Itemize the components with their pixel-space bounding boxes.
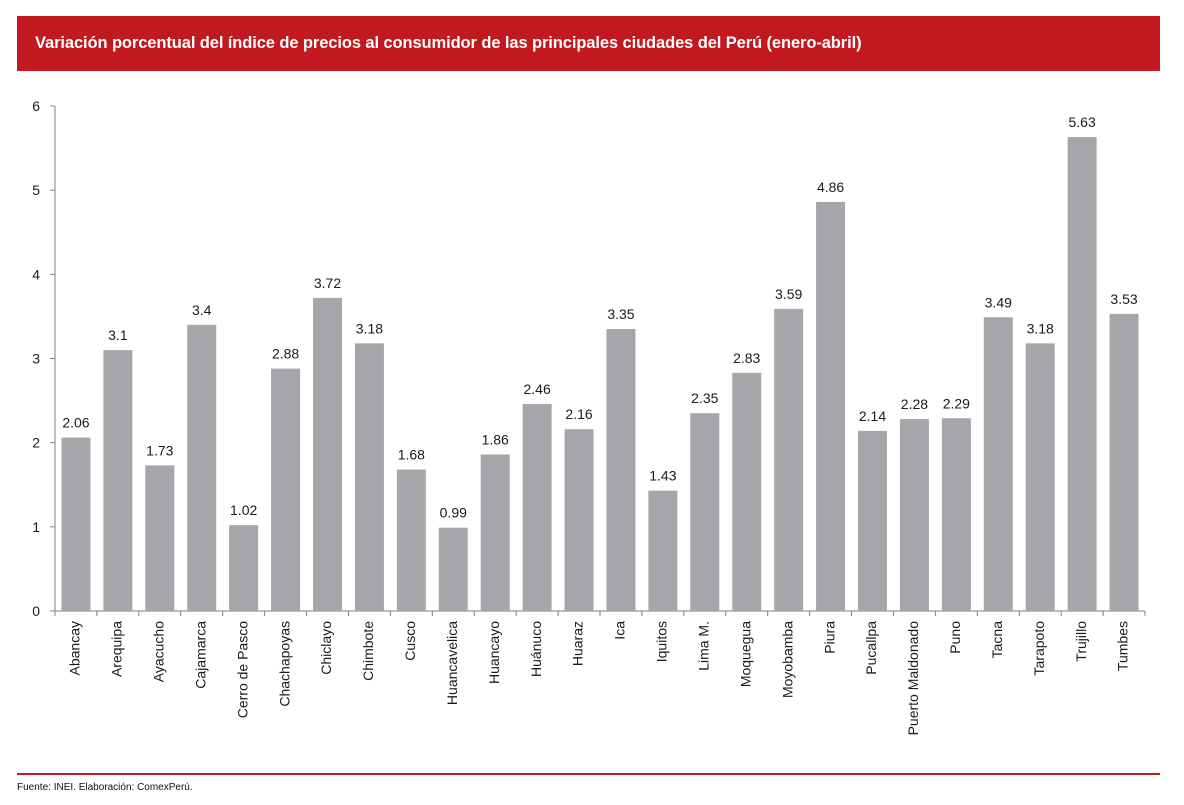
chart-title: Variación porcentual del índice de preci… [35, 34, 862, 52]
bar-iquitos [648, 490, 678, 611]
bar-huánuco [522, 403, 552, 611]
data-label: 1.02 [230, 502, 257, 518]
bar-chachapoyas [271, 368, 301, 611]
bar-chiclayo [313, 297, 342, 611]
x-tick-label: Chachapoyas [276, 621, 292, 707]
data-label: 3.18 [356, 320, 383, 336]
x-tick-label: Cajamarca [192, 621, 208, 689]
data-label: 1.68 [398, 447, 425, 463]
data-label: 3.35 [607, 306, 634, 322]
x-tick-label: Cusco [402, 621, 418, 661]
bar-chimbote [354, 343, 384, 611]
y-tick-label: 4 [32, 266, 40, 282]
bar-trujillo [1067, 137, 1097, 611]
bar-abancay [61, 437, 91, 611]
data-label: 0.99 [440, 505, 467, 521]
bar-cerro-de-pasco [229, 525, 259, 611]
x-tick-label: Huaraz [570, 621, 586, 666]
title-bar: Variación porcentual del índice de preci… [17, 16, 1160, 71]
data-label: 3.49 [985, 294, 1012, 310]
bar-ica [606, 329, 636, 611]
x-tick-label: Chiclayo [318, 621, 334, 675]
data-label: 2.88 [272, 346, 299, 362]
y-tick-label: 3 [32, 351, 40, 367]
x-tick-label: Puno [947, 621, 963, 654]
x-tick-label: Huancavelica [444, 621, 460, 705]
x-tick-label: Abancay [67, 621, 83, 675]
data-label: 3.59 [775, 286, 802, 302]
bar-piura [816, 201, 846, 611]
bar-huancayo [480, 454, 510, 611]
data-label: 3.18 [1027, 320, 1054, 336]
bar-huancavelica [438, 527, 468, 611]
x-tick-label: Moquegua [737, 621, 753, 687]
x-tick-label: Iquitos [654, 621, 670, 662]
data-label: 4.86 [817, 179, 844, 195]
bar-huaraz [564, 429, 594, 611]
bar-puerto-maldonado [899, 419, 929, 611]
bar-ayacucho [145, 465, 175, 611]
data-label: 2.35 [691, 390, 718, 406]
bar-moquegua [732, 372, 762, 611]
x-tick-label: Puerto Maldonado [905, 621, 921, 736]
data-label: 2.28 [901, 396, 928, 412]
bar-moyobamba [774, 308, 804, 611]
x-tick-label: Lima M. [696, 621, 712, 671]
data-label: 2.16 [565, 406, 592, 422]
y-tick-label: 6 [32, 98, 40, 114]
x-tick-label: Tacna [989, 621, 1005, 659]
x-tick-label: Moyobamba [779, 621, 795, 698]
bar-pucallpa [858, 430, 887, 611]
bar-tacna [983, 317, 1013, 611]
data-label: 3.1 [108, 327, 128, 343]
data-label: 2.06 [62, 415, 89, 431]
x-tick-label: Trujillo [1073, 621, 1089, 662]
data-label: 1.73 [146, 442, 173, 458]
x-tick-label: Ayacucho [151, 621, 167, 682]
bar-lima-m- [690, 413, 720, 611]
footer-rule [17, 773, 1160, 775]
x-tick-label: Huancayo [486, 621, 502, 684]
y-tick-label: 0 [32, 603, 40, 619]
source-note: Fuente: INEI. Elaboración: ComexPerú. [17, 782, 193, 793]
data-label: 3.53 [1110, 291, 1137, 307]
x-tick-label: Piura [821, 621, 837, 654]
x-tick-label: Pucallpa [863, 621, 879, 675]
x-tick-label: Cerro de Pasco [234, 621, 250, 718]
data-label: 3.72 [314, 275, 341, 291]
y-tick-label: 2 [32, 435, 40, 451]
x-tick-label: Ica [612, 621, 628, 640]
y-tick-label: 5 [32, 182, 40, 198]
data-label: 2.83 [733, 350, 760, 366]
data-label: 2.14 [859, 408, 886, 424]
data-label: 2.46 [523, 381, 550, 397]
data-label: 1.43 [649, 468, 676, 484]
bar-cusco [396, 469, 426, 611]
bar-puno [941, 418, 971, 611]
data-label: 2.29 [943, 395, 970, 411]
y-tick-label: 1 [32, 519, 40, 535]
bar-arequipa [103, 350, 133, 611]
bar-cajamarca [187, 324, 217, 611]
x-tick-label: Tumbes [1115, 621, 1131, 671]
data-label: 1.86 [482, 431, 509, 447]
bar-tumbes [1109, 313, 1139, 611]
bar-tarapoto [1025, 343, 1055, 611]
data-label: 3.4 [192, 302, 212, 318]
x-tick-label: Chimbote [360, 621, 376, 681]
data-label: 5.63 [1068, 114, 1095, 130]
x-tick-label: Arequipa [109, 621, 125, 677]
x-tick-label: Huánuco [528, 621, 544, 677]
x-tick-label: Tarapoto [1031, 621, 1047, 676]
